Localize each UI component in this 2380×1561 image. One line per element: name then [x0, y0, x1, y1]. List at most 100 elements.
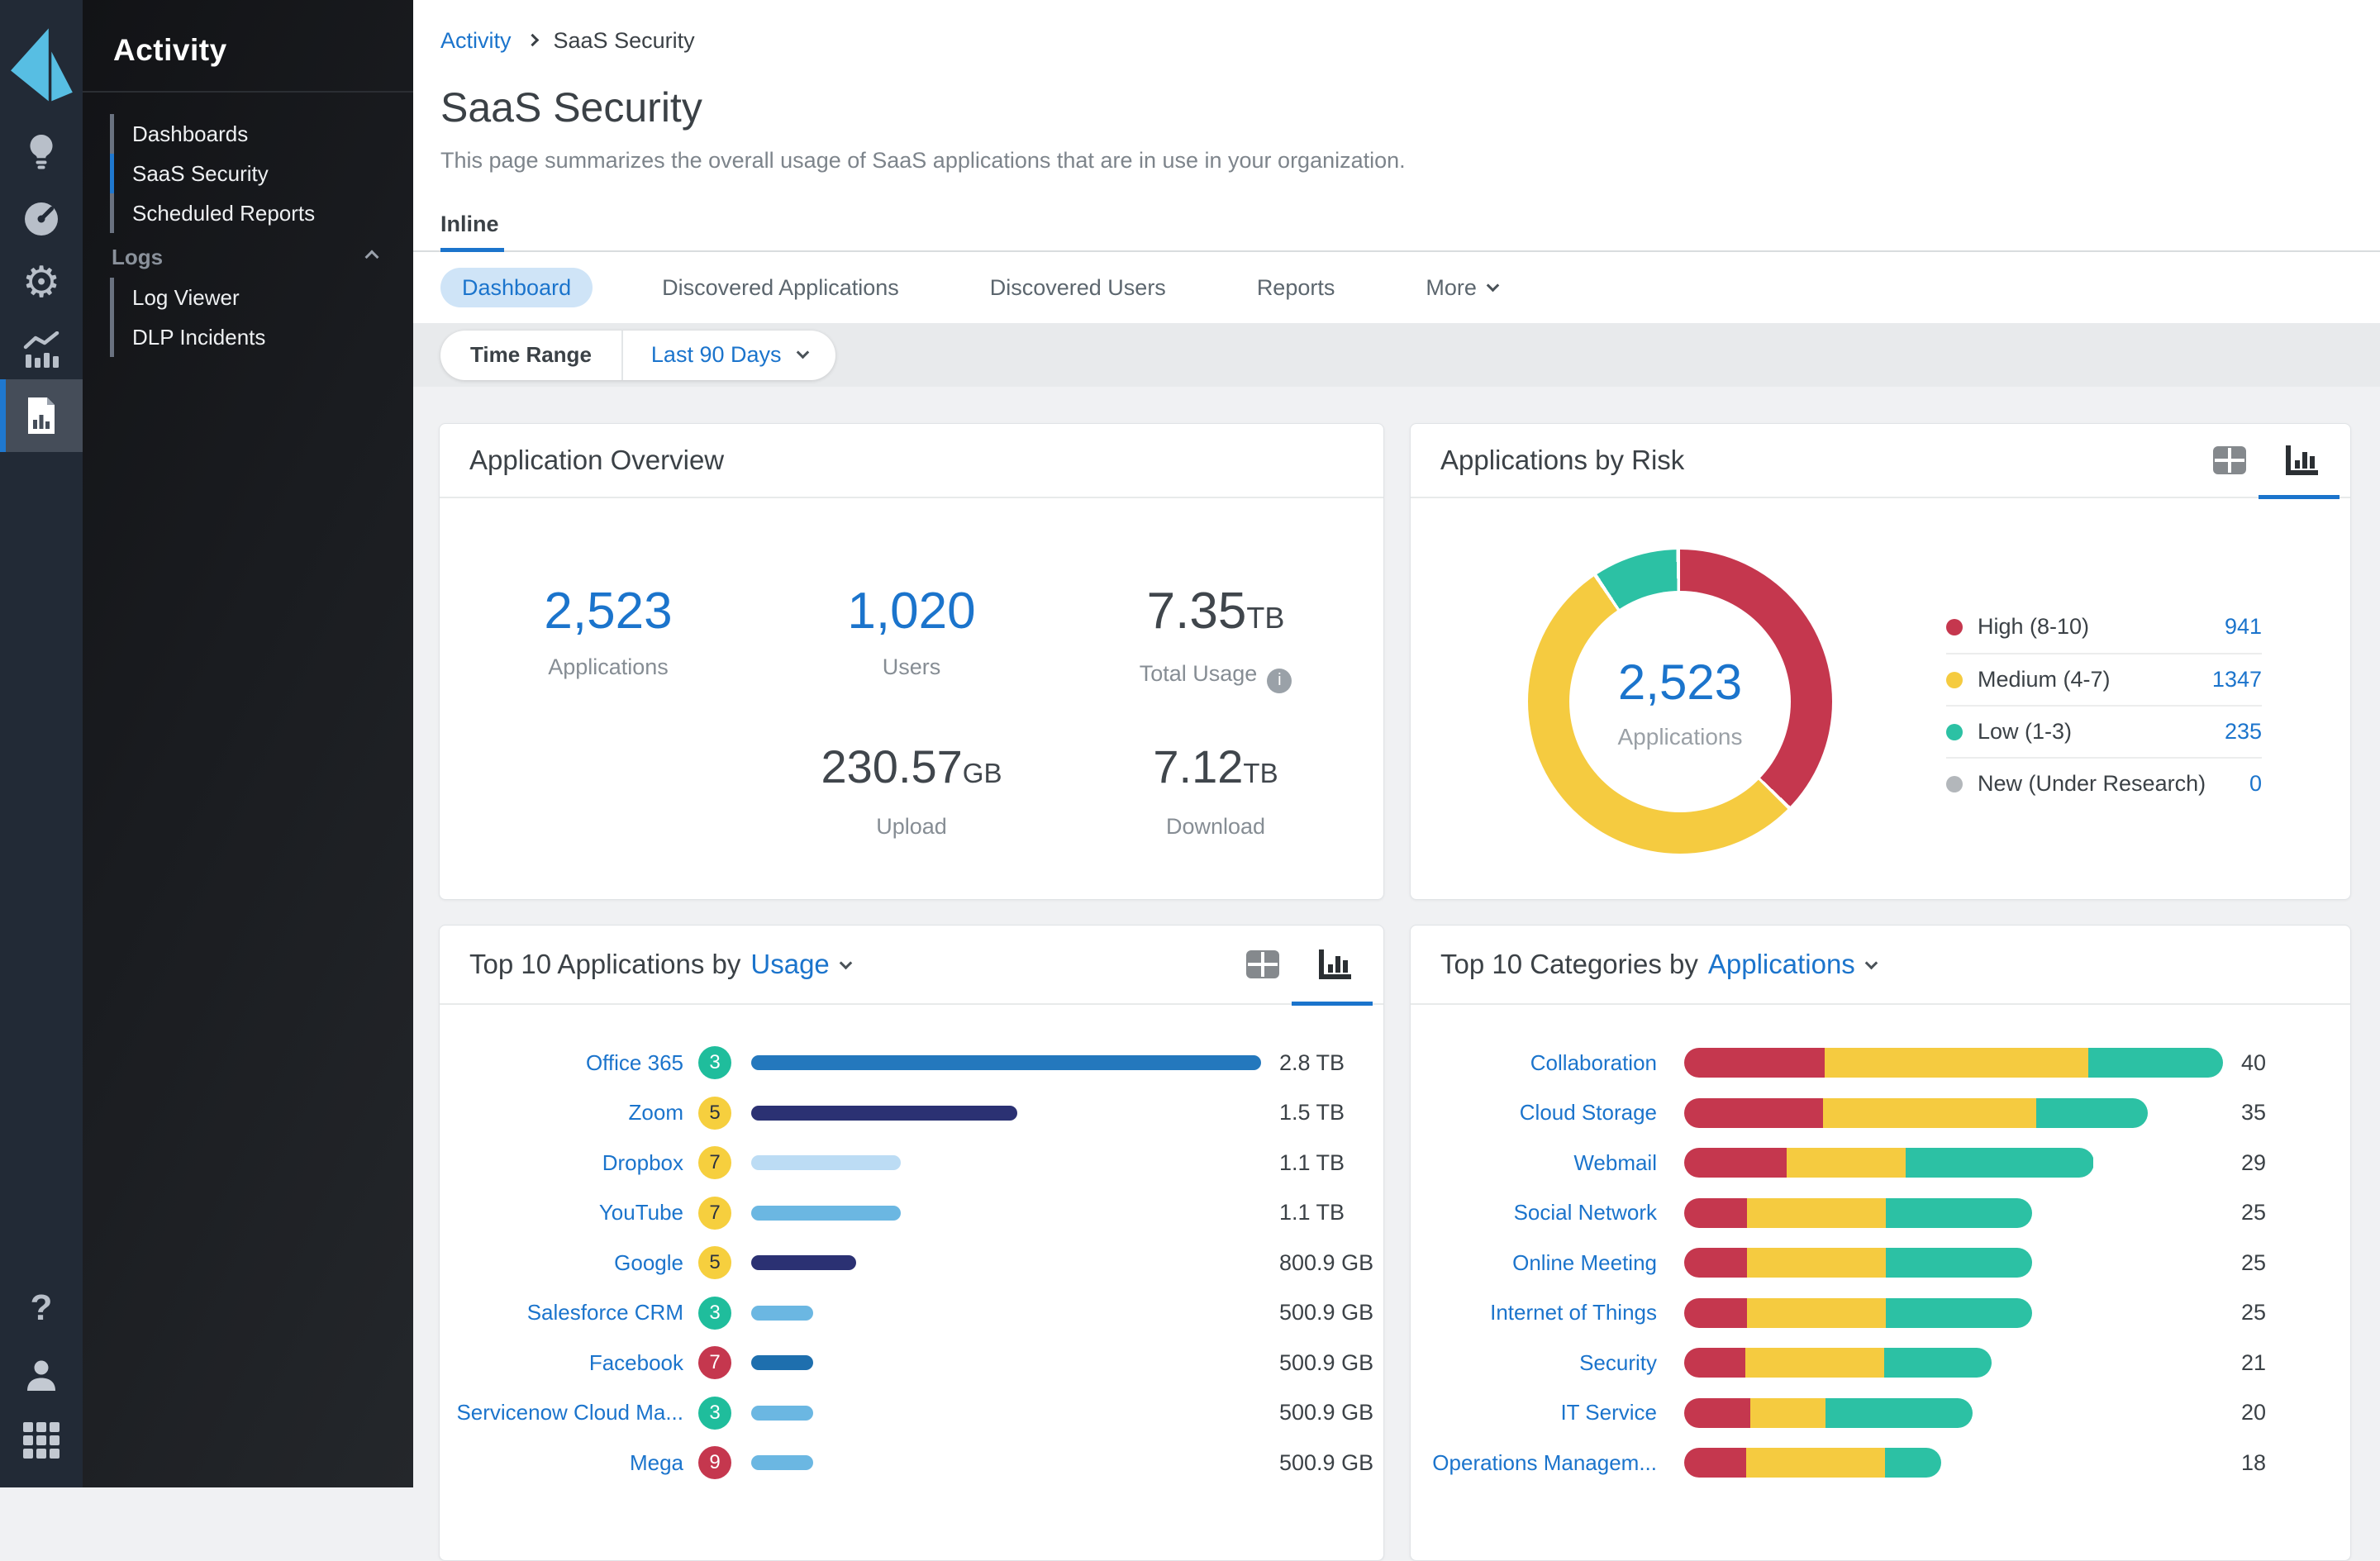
apps-grid-icon[interactable] — [0, 1406, 83, 1475]
low-risk-segment — [1905, 1148, 2094, 1178]
chevron-down-icon — [1486, 278, 1500, 292]
category-row: Cloud Storage 35 — [1411, 1088, 2350, 1139]
breadcrumb-parent-link[interactable]: Activity — [440, 28, 512, 53]
nav-tab[interactable]: Discovered Applications — [662, 274, 899, 300]
donut-center-label: Applications — [1617, 723, 1743, 750]
category-stacked-bar — [1684, 1197, 2032, 1228]
high-risk-segment — [1684, 1348, 1746, 1378]
chart-view-icon[interactable] — [1317, 948, 1354, 981]
active-view-underline — [1292, 1002, 1373, 1006]
sidebar-menu-item[interactable]: Log Viewer — [110, 278, 413, 317]
table-view-icon[interactable] — [2211, 445, 2248, 476]
usage-bar — [751, 1355, 814, 1371]
app-row: Salesforce CRM 3 500.9 GB — [440, 1288, 1383, 1339]
active-view-underline — [2259, 495, 2340, 499]
category-stacked-bar — [1684, 1148, 2094, 1178]
insights-lightbulb-icon[interactable] — [0, 117, 83, 187]
category-row: Online Meeting 25 — [1411, 1238, 2350, 1288]
app-link[interactable]: Office 365 — [585, 1049, 683, 1075]
chart-view-icon[interactable] — [2284, 444, 2320, 477]
category-link[interactable]: Operations Managem... — [1432, 1449, 1657, 1475]
info-icon[interactable]: i — [1267, 668, 1292, 693]
medium-risk-segment — [1745, 1448, 1885, 1478]
app-link[interactable]: Google — [614, 1249, 683, 1275]
sidebar-menu-item[interactable]: DLP Incidents — [110, 317, 413, 357]
nav-tab[interactable]: Dashboard — [440, 268, 593, 307]
category-row: Security 21 — [1411, 1338, 2350, 1388]
app-link[interactable]: Facebook — [588, 1349, 683, 1375]
category-link[interactable]: Cloud Storage — [1519, 1100, 1657, 1126]
icon-rail: ⚙ ? — [0, 0, 83, 1487]
high-risk-segment — [1684, 1048, 1825, 1078]
category-link[interactable]: Security — [1579, 1349, 1657, 1375]
netskope-logo[interactable] — [0, 18, 83, 116]
app-link[interactable]: Dropbox — [602, 1149, 683, 1175]
breadcrumb-current: SaaS Security — [553, 28, 695, 53]
dashboards-menu-group: Dashboards SaaS Security Scheduled Repor… — [110, 114, 413, 233]
legend-count-link[interactable]: 0 — [2249, 771, 2262, 796]
usage-bar — [751, 1055, 1261, 1071]
gear-icon[interactable]: ⚙ — [21, 258, 61, 307]
app-link[interactable]: Zoom — [628, 1100, 683, 1126]
category-link[interactable]: IT Service — [1560, 1400, 1657, 1425]
risk-score-badge: 5 — [698, 1096, 731, 1130]
high-risk-segment — [1684, 1148, 1787, 1178]
usage-value: 500.9 GB — [1279, 1349, 1374, 1375]
usage-value: 1.1 TB — [1279, 1149, 1345, 1175]
time-range-select[interactable]: Last 90 Days — [623, 331, 835, 380]
usage-value: 2.8 TB — [1279, 1049, 1345, 1075]
category-link[interactable]: Webmail — [1573, 1149, 1657, 1175]
sidebar-menu-item[interactable]: SaaS Security — [110, 154, 413, 193]
dashboard-nav-tabs: Dashboard Discovered Applications Discov… — [413, 252, 2380, 323]
tab-inline[interactable]: Inline — [440, 212, 504, 252]
risk-score-badge: 9 — [698, 1446, 731, 1480]
nav-tab[interactable]: More — [1404, 268, 1519, 307]
collapse-chevron-icon — [364, 250, 379, 264]
table-view-icon[interactable] — [1245, 949, 1281, 980]
legend-count-link[interactable]: 941 — [2224, 614, 2262, 639]
app-link[interactable]: Servicenow Cloud Ma... — [456, 1400, 683, 1425]
category-count: 21 — [2241, 1349, 2267, 1375]
category-row: Operations Managem... 18 — [1411, 1438, 2350, 1488]
risk-score-badge: 7 — [698, 1346, 731, 1380]
app-link[interactable]: Salesforce CRM — [526, 1300, 683, 1325]
app-link[interactable]: YouTube — [598, 1200, 683, 1225]
gauge-icon[interactable] — [0, 184, 83, 254]
legend-dot-icon — [1946, 618, 1963, 635]
nav-tab[interactable]: Discovered Users — [989, 274, 1166, 300]
category-link[interactable]: Internet of Things — [1490, 1300, 1657, 1325]
user-profile-icon[interactable] — [0, 1340, 83, 1410]
high-risk-segment — [1684, 1397, 1751, 1428]
nav-tab[interactable]: Reports — [1256, 274, 1335, 300]
category-stacked-bar — [1684, 1448, 1941, 1478]
page-title: SaaS Security — [440, 84, 702, 131]
app-row: Zoom 5 1.5 TB — [440, 1088, 1383, 1139]
category-link[interactable]: Social Network — [1513, 1200, 1657, 1225]
reports-document-icon[interactable] — [0, 379, 83, 452]
category-stacked-bar — [1684, 1348, 1992, 1378]
category-link[interactable]: Collaboration — [1530, 1049, 1657, 1075]
logs-section-header[interactable]: Logs — [112, 236, 413, 278]
chevron-down-icon — [839, 956, 853, 969]
sidebar-menu-item[interactable]: Scheduled Reports — [110, 193, 413, 233]
usage-value: 1.1 TB — [1279, 1200, 1345, 1225]
app-link[interactable]: Mega — [629, 1449, 683, 1475]
legend-item: Low (1-3) 235 — [1946, 705, 2262, 757]
category-link[interactable]: Online Meeting — [1512, 1249, 1657, 1275]
mode-tabs-row: Inline — [413, 212, 2380, 252]
metric-dropdown[interactable]: Usage — [750, 949, 830, 979]
sidebar-menu-item[interactable]: Dashboards — [110, 114, 413, 154]
medium-risk-segment — [1786, 1148, 1906, 1178]
usage-bar — [751, 1405, 814, 1421]
metric-dropdown[interactable]: Applications — [1707, 949, 1855, 979]
low-risk-segment — [1825, 1397, 1973, 1428]
help-icon[interactable]: ? — [30, 1287, 53, 1328]
category-count: 35 — [2241, 1100, 2267, 1126]
card-title: Top 10 Applications by Usage — [469, 949, 853, 980]
analytics-chart-icon[interactable] — [0, 316, 83, 385]
app-row: Google 5 800.9 GB — [440, 1238, 1383, 1288]
legend-count-link[interactable]: 235 — [2224, 719, 2262, 744]
risk-score-badge: 5 — [698, 1246, 731, 1280]
legend-count-link[interactable]: 1347 — [2211, 667, 2262, 692]
top-apps-list: Office 365 3 2.8 TB Zoom 5 1.5 TB — [440, 1005, 1383, 1488]
